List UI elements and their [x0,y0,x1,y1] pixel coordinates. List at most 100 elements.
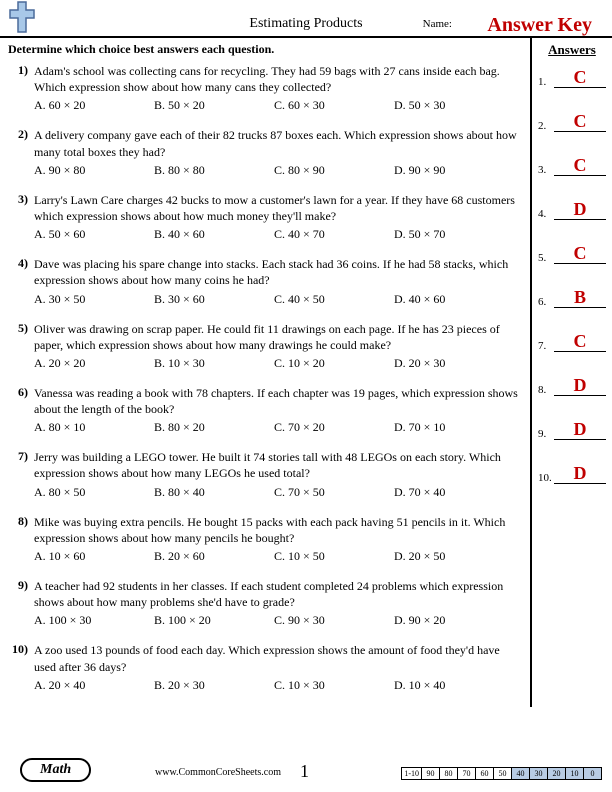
answer-number: 10. [538,472,554,484]
choice: A. 80 × 50 [34,485,154,500]
choices-row: A. 20 × 40B. 20 × 30C. 10 × 30D. 10 × 40 [34,678,522,693]
question-text: Dave was placing his spare change into s… [34,256,522,288]
answers-header: Answers [538,42,606,58]
choice: D. 40 × 60 [394,292,514,307]
instructions: Determine which choice best answers each… [8,42,522,57]
answer-value: B [554,288,606,308]
choice: D. 90 × 20 [394,613,514,628]
question-text: Oliver was drawing on scrap paper. He co… [34,321,522,353]
answer-row: 6.B [538,288,606,308]
question-text: Vanessa was reading a book with 78 chapt… [34,385,522,417]
score-label: 1-10 [401,767,422,780]
choice: A. 60 × 20 [34,98,154,113]
choice: B. 30 × 60 [154,292,274,307]
answer-number: 3. [538,164,554,176]
question-number: 8) [8,514,34,564]
question: 8)Mike was buying extra pencils. He boug… [8,514,522,564]
choice: A. 20 × 40 [34,678,154,693]
worksheet-title: Estimating Products [249,16,362,32]
choice: C. 10 × 50 [274,549,394,564]
answer-number: 5. [538,252,554,264]
choice: B. 80 × 80 [154,163,274,178]
question-number: 4) [8,256,34,306]
choices-row: A. 80 × 50B. 80 × 40C. 70 × 50D. 70 × 40 [34,485,522,500]
choice: B. 50 × 20 [154,98,274,113]
choice: B. 40 × 60 [154,227,274,242]
answer-row: 1.C [538,68,606,88]
answer-row: 8.D [538,376,606,396]
score-cell: 70 [458,767,476,780]
choice: D. 10 × 40 [394,678,514,693]
choice: D. 70 × 10 [394,420,514,435]
answer-row: 2.C [538,112,606,132]
choices-row: A. 10 × 60B. 20 × 60C. 10 × 50D. 20 × 50 [34,549,522,564]
choice: C. 90 × 30 [274,613,394,628]
question-body: Larry's Lawn Care charges 42 bucks to mo… [34,192,522,242]
question: 10)A zoo used 13 pounds of food each day… [8,642,522,692]
choice: C. 40 × 50 [274,292,394,307]
answer-row: 5.C [538,244,606,264]
question-number: 3) [8,192,34,242]
answer-value: C [554,332,606,352]
question-text: Larry's Lawn Care charges 42 bucks to mo… [34,192,522,224]
choice: A. 30 × 50 [34,292,154,307]
cross-icon [8,0,36,38]
choice: C. 70 × 20 [274,420,394,435]
choice: D. 90 × 90 [394,163,514,178]
score-cell: 40 [512,767,530,780]
question-body: A delivery company gave each of their 82… [34,127,522,177]
content: Determine which choice best answers each… [0,38,612,707]
question-body: Jerry was building a LEGO tower. He buil… [34,449,522,499]
choice: C. 70 × 50 [274,485,394,500]
score-cell: 50 [494,767,512,780]
score-cell: 80 [440,767,458,780]
choice: D. 50 × 70 [394,227,514,242]
question-number: 7) [8,449,34,499]
question: 3)Larry's Lawn Care charges 42 bucks to … [8,192,522,242]
question: 2)A delivery company gave each of their … [8,127,522,177]
question: 6)Vanessa was reading a book with 78 cha… [8,385,522,435]
answers-list: 1.C2.C3.C4.D5.C6.B7.C8.D9.D10.D [538,68,606,484]
choice: A. 90 × 80 [34,163,154,178]
question-body: Dave was placing his spare change into s… [34,256,522,306]
choice: B. 100 × 20 [154,613,274,628]
answer-number: 7. [538,340,554,352]
choice: D. 20 × 50 [394,549,514,564]
choice: A. 50 × 60 [34,227,154,242]
answer-value: D [554,420,606,440]
choice: C. 10 × 30 [274,678,394,693]
question-text: Jerry was building a LEGO tower. He buil… [34,449,522,481]
choice: A. 20 × 20 [34,356,154,371]
header: Estimating Products Name: Answer Key [0,0,612,38]
score-cell: 20 [548,767,566,780]
choice: B. 80 × 20 [154,420,274,435]
score-cell: 10 [566,767,584,780]
question-number: 1) [8,63,34,113]
question-text: A zoo used 13 pounds of food each day. W… [34,642,522,674]
worksheet-page: Estimating Products Name: Answer Key Det… [0,0,612,792]
score-cell: 60 [476,767,494,780]
subject-badge: Math [20,758,91,782]
choice: B. 80 × 40 [154,485,274,500]
choices-row: A. 90 × 80B. 80 × 80C. 80 × 90D. 90 × 90 [34,163,522,178]
main-column: Determine which choice best answers each… [0,38,530,707]
question: 1)Adam's school was collecting cans for … [8,63,522,113]
answers-column: Answers 1.C2.C3.C4.D5.C6.B7.C8.D9.D10.D [530,38,612,707]
question: 5)Oliver was drawing on scrap paper. He … [8,321,522,371]
question-number: 9) [8,578,34,628]
question-number: 2) [8,127,34,177]
answer-number: 4. [538,208,554,220]
answer-key-label: Answer Key [487,14,592,37]
question-text: A delivery company gave each of their 82… [34,127,522,159]
choice: B. 20 × 30 [154,678,274,693]
answer-row: 10.D [538,464,606,484]
answer-number: 6. [538,296,554,308]
question: 4)Dave was placing his spare change into… [8,256,522,306]
answer-value: D [554,376,606,396]
choice: C. 10 × 20 [274,356,394,371]
answer-value: C [554,68,606,88]
question-number: 6) [8,385,34,435]
choices-row: A. 20 × 20B. 10 × 30C. 10 × 20D. 20 × 30 [34,356,522,371]
choices-row: A. 100 × 30B. 100 × 20C. 90 × 30D. 90 × … [34,613,522,628]
choices-row: A. 50 × 60B. 40 × 60C. 40 × 70D. 50 × 70 [34,227,522,242]
